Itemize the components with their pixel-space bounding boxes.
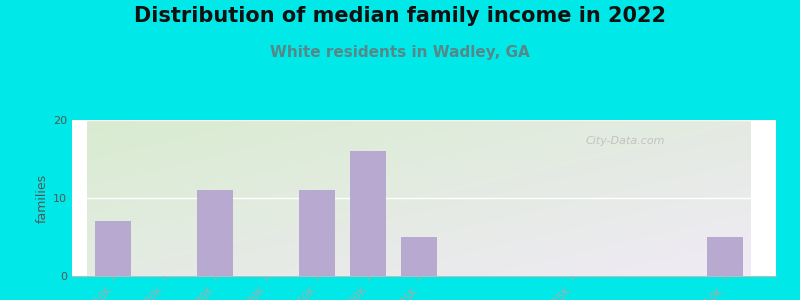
Text: White residents in Wadley, GA: White residents in Wadley, GA	[270, 45, 530, 60]
Text: Distribution of median family income in 2022: Distribution of median family income in …	[134, 6, 666, 26]
Bar	[401, 237, 437, 276]
Bar	[707, 237, 743, 276]
Bar	[350, 151, 386, 276]
Bar	[95, 221, 130, 276]
Y-axis label: families: families	[36, 173, 49, 223]
Text: City-Data.com: City-Data.com	[586, 136, 666, 146]
Bar	[197, 190, 233, 276]
Bar	[299, 190, 334, 276]
